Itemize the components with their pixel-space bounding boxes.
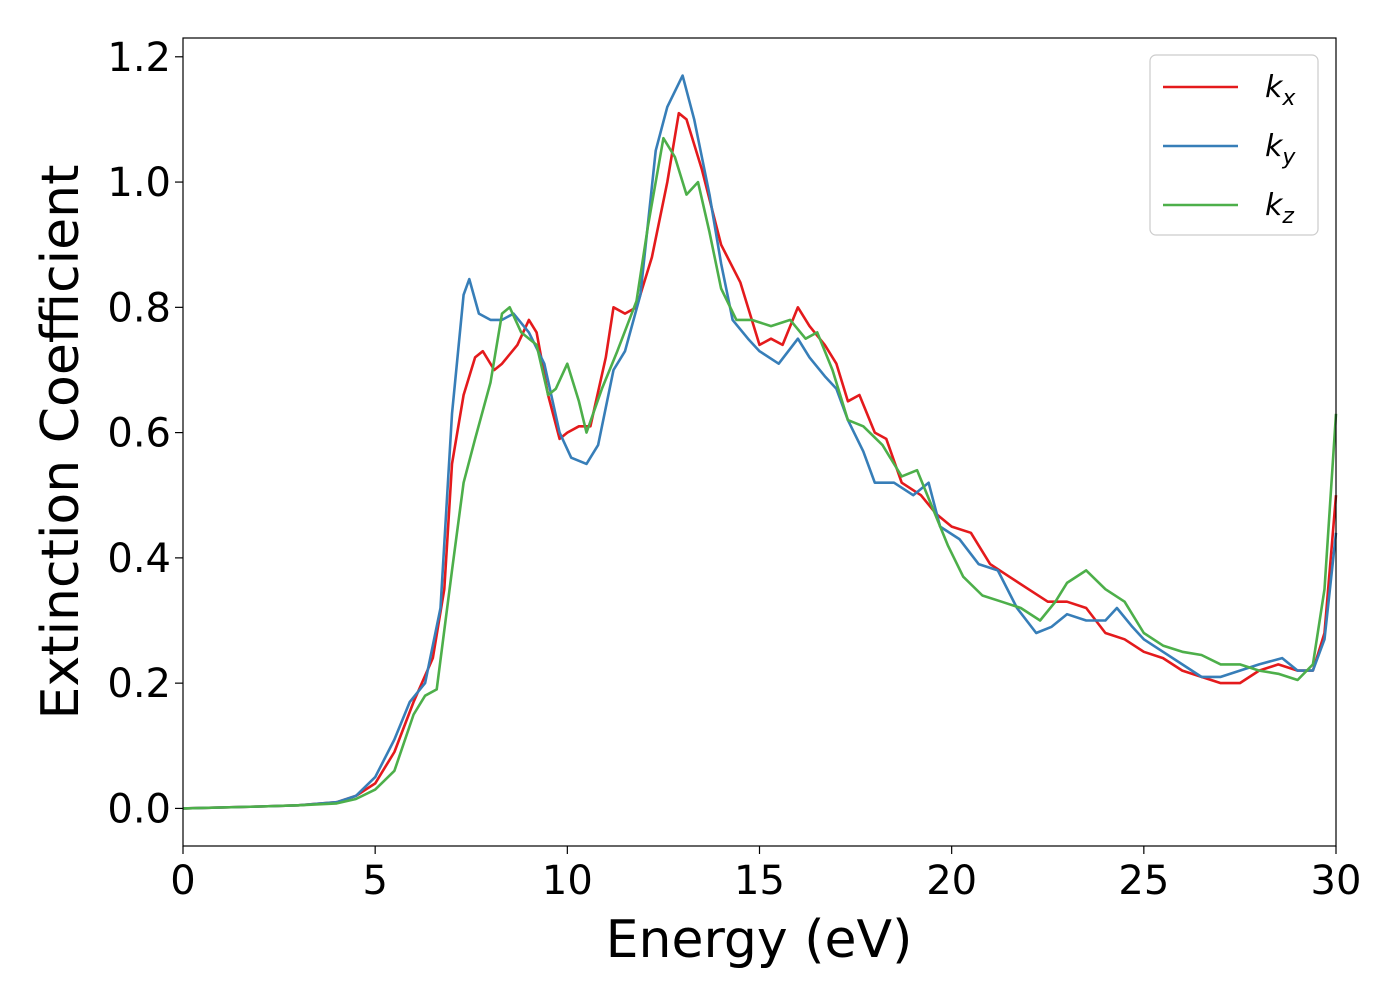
y-tick-label: 0.2 [107, 661, 171, 707]
x-axis-ticks: 0 5 10 15 20 25 30 [170, 846, 1361, 904]
series-line-ky [182, 74, 1338, 810]
y-axis-label: Extinction Coefficient [31, 165, 91, 720]
y-tick-label: 1.0 [107, 160, 171, 206]
x-tick-label: 15 [734, 858, 785, 904]
legend-label-sub: y [1281, 145, 1296, 170]
series-line-kx [182, 111, 1338, 810]
y-tick-label: 0.0 [107, 786, 171, 832]
legend-label-sub: z [1281, 204, 1294, 229]
x-tick-label: 20 [926, 858, 977, 904]
x-tick-label: 30 [1311, 858, 1362, 904]
legend-label-ky: ky [1265, 129, 1296, 170]
x-tick-label: 0 [170, 858, 195, 904]
legend-label-kx: kx [1265, 70, 1296, 111]
x-tick-label: 25 [1118, 858, 1169, 904]
plot-area [183, 38, 1336, 846]
y-tick-label: 0.4 [107, 536, 171, 582]
y-axis-ticks: 0.0 0.2 0.4 0.6 0.8 1.0 1.2 [107, 35, 183, 832]
legend-label-main: k [1265, 70, 1284, 105]
series-line-kz [182, 136, 1338, 810]
y-tick-label: 0.6 [107, 411, 171, 457]
y-tick-label: 0.8 [107, 285, 171, 331]
x-tick-label: 10 [542, 858, 593, 904]
legend-label-kz: kz [1265, 188, 1294, 229]
y-tick-label: 1.2 [107, 35, 171, 81]
x-axis-label: Energy (eV) [606, 910, 913, 970]
series-lines [182, 74, 1338, 810]
legend-label-main: k [1265, 129, 1284, 164]
legend-label-sub: x [1281, 86, 1296, 111]
legend-label-main: k [1265, 188, 1284, 223]
x-tick-label: 5 [362, 858, 387, 904]
